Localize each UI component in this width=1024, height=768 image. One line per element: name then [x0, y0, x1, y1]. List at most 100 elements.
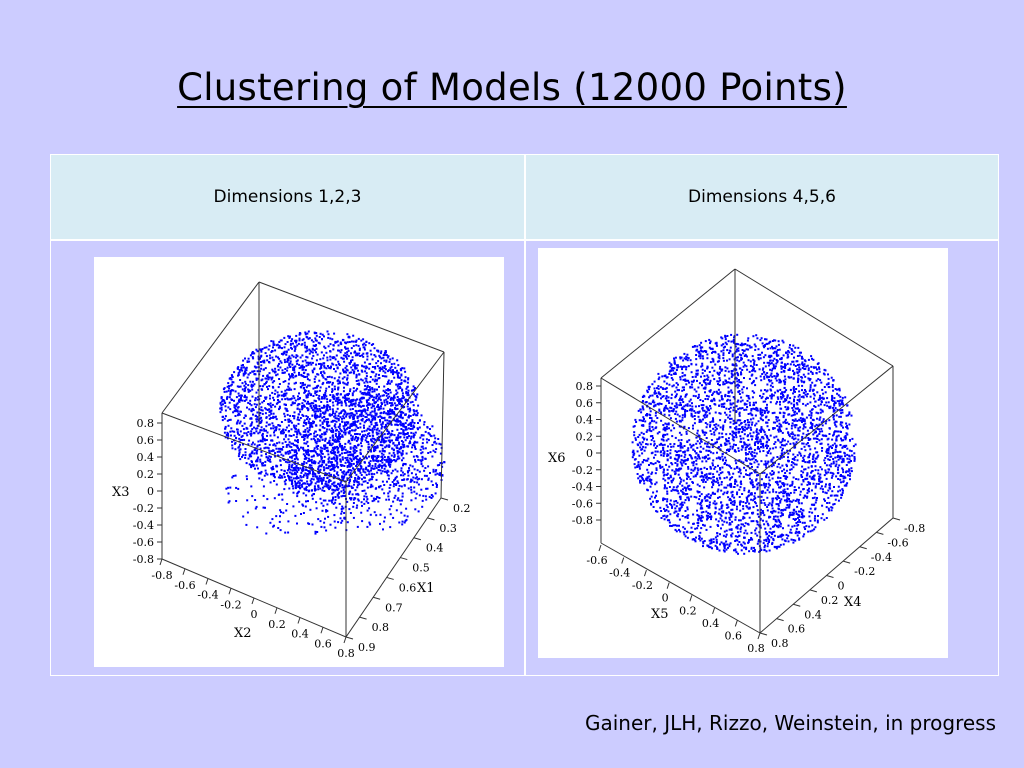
plot1-point: [254, 366, 257, 369]
plot1-point: [382, 370, 385, 373]
plot1-point: [364, 367, 367, 370]
plot1-point: [400, 469, 403, 472]
plot1-point: [392, 397, 395, 400]
plot1-point: [306, 378, 309, 381]
plot1-point: [346, 477, 349, 480]
plot2-point: [682, 479, 685, 482]
plot1-point: [383, 351, 386, 354]
plot1-point: [264, 464, 267, 467]
plot1-point: [430, 494, 433, 496]
plot1-point: [288, 434, 291, 437]
plot2-point: [699, 354, 702, 357]
plot1-point: [386, 401, 389, 403]
plot1-point: [360, 405, 363, 408]
plot1-point: [245, 396, 248, 399]
plot2-point: [743, 433, 746, 436]
plot1-point: [237, 406, 240, 409]
plot1-point: [278, 405, 281, 408]
plot1-point: [260, 355, 263, 358]
plot1-point: [307, 361, 310, 364]
plot2-point: [796, 454, 799, 457]
plot1-point: [327, 333, 330, 336]
plot1-point: [257, 472, 260, 475]
plot1-point: [227, 424, 230, 427]
plot2-point: [783, 475, 786, 477]
plot1-point: [357, 481, 360, 484]
plot1-point: [335, 488, 338, 491]
plot1-point: [331, 439, 334, 441]
plot1-point: [243, 432, 246, 435]
plot1-point: [268, 450, 271, 453]
plot2-point: [775, 379, 778, 382]
plot1-point: [288, 463, 291, 466]
plot1-point: [351, 435, 354, 438]
plot1-point: [404, 439, 407, 442]
plot1-point: [390, 472, 393, 475]
plot1-point: [398, 400, 401, 403]
plot1-point: [309, 361, 312, 364]
plot1-point: [329, 381, 332, 384]
plot1-point: [247, 388, 250, 391]
plot2-point: [756, 521, 759, 523]
plot1-point: [396, 480, 399, 483]
plot1-point: [293, 471, 296, 474]
plot1-point: [370, 395, 373, 398]
plot1-point: [362, 480, 365, 483]
plot1-point: [267, 447, 270, 450]
plot1-point: [389, 409, 391, 412]
plot2-point: [794, 346, 797, 349]
plot1-point: [340, 446, 343, 449]
plot2-point: [789, 449, 791, 452]
plot2-point: [675, 395, 678, 397]
plot1-point: [347, 439, 350, 442]
plot1-point: [331, 413, 333, 416]
plot1-point: [277, 394, 280, 397]
plot1-point: [339, 453, 342, 456]
plot1-point: [386, 469, 389, 472]
plot1-point: [290, 456, 293, 459]
plot1-point: [345, 471, 348, 474]
x1-tick-mark: [386, 576, 394, 580]
plot2-point: [808, 389, 811, 392]
plot1-point: [314, 430, 317, 433]
plot2-point: [680, 356, 683, 359]
plot1-point: [379, 352, 382, 355]
x1-tick-mark: [345, 636, 354, 640]
plot1-point: [435, 486, 438, 488]
plot1-point: [378, 435, 381, 438]
plot1-point: [405, 419, 408, 422]
plot1-point: [319, 358, 322, 361]
plot1-point: [373, 511, 376, 514]
plot1-point: [412, 432, 415, 435]
plot2-point: [768, 375, 771, 378]
plot1-point: [400, 447, 402, 450]
plot2-point: [779, 403, 781, 406]
plot2-point: [729, 432, 732, 435]
plot1-point: [362, 355, 365, 358]
plot1-point: [255, 505, 258, 508]
plot2-point: [702, 387, 705, 390]
plot1-point: [421, 505, 424, 508]
plot1-point: [285, 509, 288, 512]
plot1-point: [365, 416, 368, 419]
plot1-point: [342, 369, 345, 372]
plot2-point: [768, 449, 771, 452]
plot2-point: [778, 381, 781, 384]
plot2-point: [730, 467, 733, 470]
plot1-point: [380, 431, 383, 434]
plot1-point: [392, 369, 394, 372]
plot1-point: [409, 464, 412, 467]
plot1-point: [306, 440, 309, 443]
plot1-point: [341, 475, 344, 478]
plot1-point: [325, 510, 328, 513]
plot1-point: [392, 449, 395, 452]
plot1-point: [365, 412, 368, 415]
plot1-point: [416, 412, 419, 415]
plot2-point: [654, 496, 656, 499]
plot1-point: [352, 364, 355, 367]
plot1-point: [278, 441, 281, 444]
plot2-point: [833, 431, 836, 434]
plot2-point: [700, 420, 703, 423]
plot2-point: [727, 464, 730, 467]
plot1-point: [323, 490, 326, 492]
